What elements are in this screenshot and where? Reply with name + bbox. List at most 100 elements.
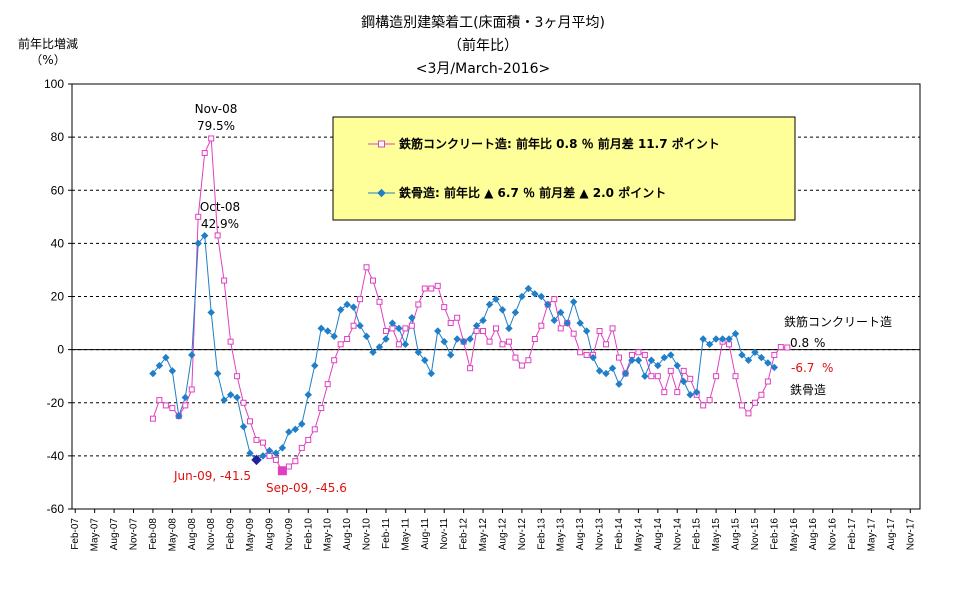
x-tick-label-3: Nov-07 bbox=[128, 518, 139, 551]
x-tick-label-5: May-08 bbox=[167, 518, 178, 552]
series-0-point-1 bbox=[156, 397, 163, 404]
series-1-point-88 bbox=[718, 335, 727, 343]
series-1-point-38 bbox=[395, 324, 403, 333]
series-0-point-33 bbox=[363, 264, 370, 271]
series-1-point-32 bbox=[356, 322, 364, 330]
series-1-point-48 bbox=[459, 337, 468, 346]
series-0-point-35 bbox=[376, 298, 383, 305]
series-0-point-67 bbox=[583, 351, 590, 358]
series-1-point-23 bbox=[298, 420, 306, 428]
series-0-point-71 bbox=[609, 325, 616, 332]
y-tick-label-0: -60 bbox=[47, 502, 65, 516]
series-1-point-8 bbox=[200, 231, 209, 240]
series-1-point-84 bbox=[692, 388, 701, 396]
series-0-point-76 bbox=[641, 351, 648, 358]
x-tick-label-30: Aug-14 bbox=[653, 518, 664, 551]
annotation-nov08-value: 79.5% bbox=[197, 119, 235, 133]
x-tick-label-26: Aug-13 bbox=[575, 518, 586, 551]
series-0-point-13 bbox=[234, 373, 241, 380]
series-0-point-59 bbox=[531, 336, 538, 342]
series-1-point-37 bbox=[388, 319, 397, 327]
x-tick-label-2: Aug-07 bbox=[109, 518, 120, 551]
x-tick-label-24: Feb-13 bbox=[536, 518, 547, 550]
series-1-point-71 bbox=[608, 364, 617, 372]
annotation-oct08-date: Oct-08 bbox=[200, 200, 240, 214]
series-1-point-1 bbox=[155, 361, 164, 370]
series-1-point-34 bbox=[369, 348, 377, 356]
series-0-point-2 bbox=[162, 402, 169, 409]
series-1-point-47 bbox=[453, 335, 461, 343]
annotations: Nov-08 79.5% Oct-08 42.9% Jun-09, -41.5 … bbox=[173, 102, 892, 495]
series-1-point-49 bbox=[466, 335, 474, 343]
series-1-point-19 bbox=[272, 449, 280, 457]
series-0-point-95 bbox=[764, 378, 771, 385]
series-0-point-23 bbox=[298, 444, 305, 451]
series-1-point-55 bbox=[505, 324, 513, 333]
series-0-point-36 bbox=[382, 328, 389, 335]
series-1-point-20 bbox=[278, 444, 287, 452]
series-1-point-0 bbox=[149, 369, 157, 378]
series-1-point-42 bbox=[421, 356, 429, 364]
x-tick-label-43: Nov-17 bbox=[905, 518, 916, 551]
series-1-point-70 bbox=[602, 369, 610, 378]
series-0-point-47 bbox=[454, 314, 461, 321]
x-tick-label-14: Aug-10 bbox=[342, 518, 353, 551]
series-0-point-0 bbox=[149, 415, 156, 422]
series-0-point-75 bbox=[635, 349, 642, 356]
series-0-point-53 bbox=[493, 325, 499, 332]
y-tick-label-7: 80 bbox=[51, 130, 65, 144]
series-1-point-64 bbox=[563, 319, 571, 327]
series-1-point-94 bbox=[757, 353, 766, 362]
series-0-point-62 bbox=[551, 296, 558, 303]
chart-period: <3月/March-2016> bbox=[416, 61, 550, 77]
series-1-point-82 bbox=[680, 377, 688, 386]
series-1-point-21 bbox=[285, 428, 293, 436]
series-1-point-31 bbox=[349, 303, 358, 311]
series-0-point-87 bbox=[713, 373, 720, 380]
series-1-point-14 bbox=[239, 422, 248, 431]
series-0-point-15 bbox=[247, 418, 254, 425]
series-1-point-22 bbox=[291, 425, 300, 434]
series-0-point-26 bbox=[318, 405, 325, 412]
series-0-point-14 bbox=[240, 399, 247, 406]
series-1-point-11 bbox=[220, 396, 228, 404]
y-axis-label-line2: （%） bbox=[30, 53, 65, 67]
series-1-point-52 bbox=[485, 300, 494, 309]
series-1-point-56 bbox=[511, 308, 520, 317]
series-1-point-65 bbox=[569, 298, 578, 306]
y-tick-label-3: 0 bbox=[57, 343, 64, 357]
x-tick-label-33: May-15 bbox=[711, 518, 722, 552]
series-0-point-86 bbox=[706, 397, 713, 404]
series-1-point-50 bbox=[472, 322, 481, 330]
x-tick-label-40: Feb-17 bbox=[847, 518, 858, 550]
x-tick-label-31: Nov-14 bbox=[672, 518, 683, 551]
series-1-point-63 bbox=[557, 308, 565, 317]
series-1-point-25 bbox=[311, 361, 319, 370]
x-tick-label-20: Feb-12 bbox=[459, 518, 470, 550]
series-1-point-40 bbox=[408, 314, 416, 322]
series-1-point-86 bbox=[705, 340, 714, 349]
y-tick-label-5: 40 bbox=[51, 236, 65, 250]
annotation-jun09: Jun-09, -41.5 bbox=[173, 469, 251, 483]
series-0-point-96 bbox=[771, 351, 778, 358]
legend-box bbox=[332, 116, 796, 221]
series-1-point-13 bbox=[233, 393, 241, 402]
series-0-point-63 bbox=[557, 325, 564, 332]
series-0-point-38 bbox=[395, 341, 402, 348]
end-label-steel-value: -6.7 bbox=[791, 361, 814, 375]
x-tick-label-19: Nov-11 bbox=[439, 518, 450, 550]
y-tick-label-4: 20 bbox=[51, 290, 65, 304]
series-0-point-31 bbox=[350, 322, 357, 329]
series-1-point-89 bbox=[725, 335, 733, 343]
series-0-point-56 bbox=[512, 354, 519, 361]
series-1-point-26 bbox=[317, 324, 325, 333]
series-1-point-85 bbox=[699, 335, 707, 343]
series-0-point-77 bbox=[648, 373, 655, 380]
series-1-point-12 bbox=[226, 391, 235, 399]
x-tick-label-38: Aug-16 bbox=[808, 518, 819, 551]
y-tick-label-1: -40 bbox=[47, 449, 65, 463]
x-tick-label-4: Feb-08 bbox=[148, 518, 159, 550]
legend: 鉄筋コンクリート造: 前年比 0.8 ％ 前月差 11.7 ポイント 鉄骨造: … bbox=[332, 116, 796, 221]
series-0-point-22 bbox=[292, 458, 299, 465]
series-1-point-10 bbox=[213, 369, 222, 378]
